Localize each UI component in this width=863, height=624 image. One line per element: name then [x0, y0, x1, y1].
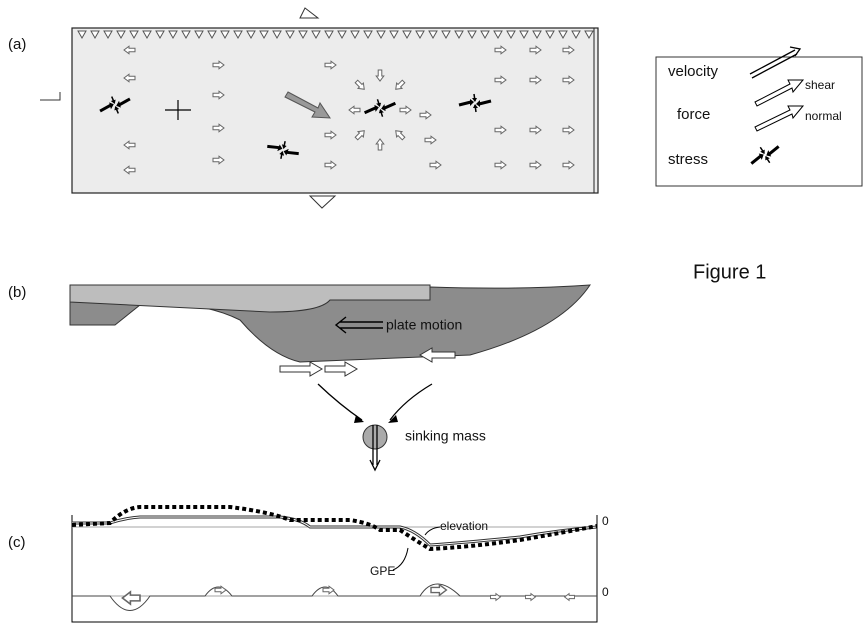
sinking-mass: [363, 425, 387, 449]
legend-label: velocity: [668, 63, 719, 80]
panel-label: (c): [8, 534, 26, 551]
stress-curve: [72, 584, 597, 611]
lower-arrows: [122, 585, 574, 604]
annotation: plate motion: [386, 317, 462, 333]
leader: [425, 527, 440, 535]
stress-arrow: [122, 592, 140, 604]
stress-arrow: [491, 594, 501, 601]
flow-arrows: [318, 384, 432, 420]
axes: [72, 515, 597, 622]
panel-label: (a): [8, 36, 26, 53]
axis-label: 0: [602, 585, 609, 599]
plate-box: [72, 28, 598, 193]
stress-arrow: [431, 585, 446, 596]
figure: (a) velocity shear force normal stress F…: [0, 0, 863, 624]
legend-label: shear: [805, 78, 835, 92]
stress-arrow: [526, 594, 536, 601]
annotation: elevation: [440, 519, 488, 533]
legend-label: normal: [805, 109, 842, 123]
panel-label: (b): [8, 284, 26, 301]
legend-label: force: [677, 106, 710, 123]
legend-label: stress: [668, 151, 708, 168]
axis-label: 0: [602, 514, 609, 528]
annotation: GPE: [370, 564, 395, 578]
stress-arrow: [565, 594, 575, 601]
caption: Figure 1: [693, 261, 766, 283]
annotation: sinking mass: [405, 428, 486, 444]
